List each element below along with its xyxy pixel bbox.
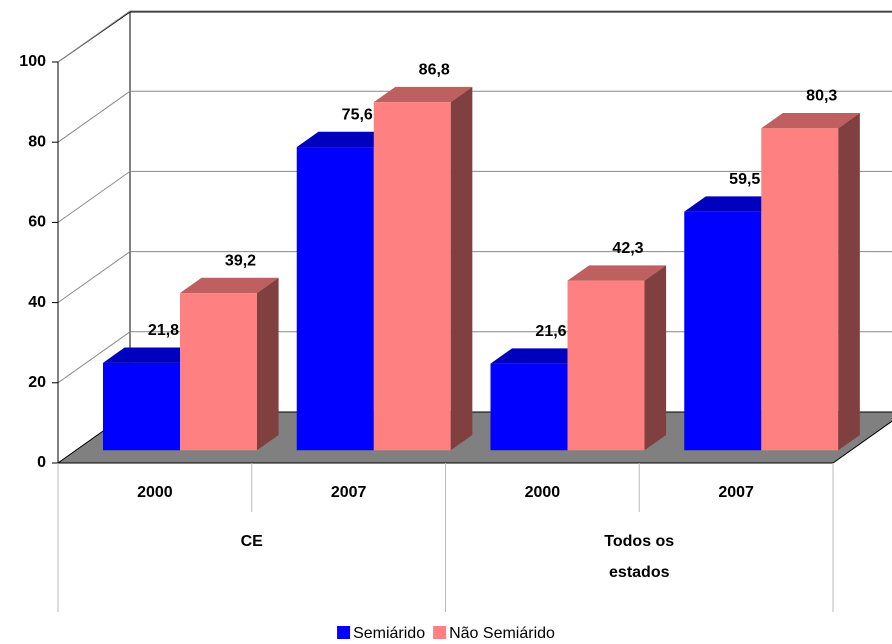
bar-top xyxy=(103,347,202,363)
data-label: 59,5 xyxy=(729,171,760,188)
bar-side xyxy=(257,277,279,451)
grid-line xyxy=(57,90,131,143)
y-tick-label: 60 xyxy=(28,214,46,231)
data-label: 75,6 xyxy=(342,106,373,123)
grid-line xyxy=(57,331,131,384)
grid-line xyxy=(57,170,131,223)
data-label: 42,3 xyxy=(612,240,643,257)
bar-front xyxy=(103,362,180,451)
bar-top xyxy=(567,265,667,281)
x-tick-label: 2000 xyxy=(525,484,561,501)
bar-front xyxy=(180,293,257,451)
data-label: 21,6 xyxy=(535,323,566,340)
bar-front xyxy=(373,102,451,451)
bar-top xyxy=(684,196,783,212)
data-label: 80,3 xyxy=(806,87,837,104)
bar-front xyxy=(684,211,762,451)
data-label: 86,8 xyxy=(419,61,450,78)
x-tick-label: 2000 xyxy=(137,484,173,501)
x-tick-label: 2007 xyxy=(718,484,754,501)
bar-front xyxy=(761,128,839,451)
bar-front xyxy=(490,363,568,451)
bar-front xyxy=(296,147,374,451)
y-tick-label: 100 xyxy=(19,53,46,70)
data-label: 21,8 xyxy=(148,322,179,339)
bar-top xyxy=(761,112,860,129)
bar xyxy=(761,112,860,451)
legend-label: Não Semiárido xyxy=(449,625,555,642)
bar-top xyxy=(296,131,396,148)
bar xyxy=(180,277,279,451)
grid-line xyxy=(57,251,131,304)
group-label: Todos os estados xyxy=(604,533,675,581)
data-label: 39,2 xyxy=(225,252,256,269)
y-tick-label: 40 xyxy=(28,294,46,311)
grid-line xyxy=(57,10,131,63)
bar-side xyxy=(644,265,667,451)
legend-label: Semiárido xyxy=(353,625,425,642)
legend-swatch xyxy=(337,626,351,639)
legend: Semiárido Não Semiárido xyxy=(337,625,555,642)
bar-top xyxy=(373,86,473,103)
bar-top xyxy=(490,348,590,364)
bar-side xyxy=(450,86,473,451)
group-label-box: Todos os estados xyxy=(604,533,675,581)
legend-swatch xyxy=(433,626,447,639)
group-label-box: CE xyxy=(240,533,263,550)
bar xyxy=(373,86,473,451)
bar xyxy=(567,265,667,451)
group-label: CE xyxy=(240,533,263,550)
y-tick-label: 20 xyxy=(28,374,46,391)
bar-front xyxy=(567,280,645,451)
y-tick-label: 0 xyxy=(37,454,46,471)
y-tick-label: 80 xyxy=(28,133,46,150)
bar-side xyxy=(838,112,860,451)
bar-top xyxy=(180,277,279,294)
x-tick-label: 2007 xyxy=(331,484,367,501)
